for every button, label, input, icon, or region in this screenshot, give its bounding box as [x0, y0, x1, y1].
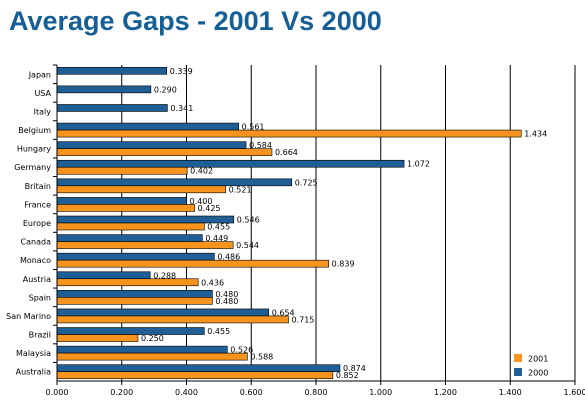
bar-2000-japan — [56, 66, 168, 75]
data-label: 0.288 — [153, 271, 176, 280]
bar-2000-france — [56, 197, 187, 205]
data-label: 0.521 — [229, 185, 252, 194]
bar-2000-britain — [56, 178, 293, 187]
data-label: 1.434 — [524, 130, 547, 139]
bar-2000-usa — [56, 85, 152, 94]
bar-2000-belgium — [56, 122, 239, 131]
bar-2000-spain — [56, 290, 213, 298]
legend: 2001 2000 — [514, 354, 548, 378]
data-label: 0.874 — [343, 364, 366, 373]
data-label: 0.455 — [207, 327, 230, 336]
y-tick-label: Europe — [23, 219, 51, 228]
y-tick-label: Spain — [29, 293, 51, 302]
y-tick-label: Germany — [14, 163, 51, 172]
data-label: 0.546 — [237, 216, 260, 225]
bar-2000-monaco — [56, 252, 215, 261]
data-label: 0.588 — [250, 353, 273, 362]
x-tick-label: 0.400 — [175, 388, 198, 397]
y-tick-label: Austria — [23, 275, 51, 284]
y-tick-label: Malaysia — [16, 349, 51, 358]
data-label: 0.654 — [272, 308, 295, 317]
x-tick-label: 1.600 — [564, 388, 585, 397]
data-label: 0.250 — [141, 334, 164, 343]
bar-2001-brazil — [56, 334, 139, 342]
y-tick-label: Britain — [25, 182, 51, 191]
x-tick-label: 0.600 — [240, 388, 263, 397]
data-label: 0.341 — [170, 104, 193, 113]
data-label: 0.561 — [242, 123, 265, 132]
data-label: 0.455 — [207, 223, 230, 232]
x-tick-label: 1.000 — [369, 388, 392, 397]
y-tick-label: Belgium — [18, 126, 51, 135]
bar-2001-belgium — [56, 129, 522, 138]
bar-marks — [56, 66, 522, 380]
bar-2000-australia — [56, 364, 341, 373]
bar-2001-san-marino — [56, 315, 289, 324]
y-tick-label: Australia — [16, 368, 51, 377]
data-label: 0.486 — [217, 253, 240, 262]
bar-2001-britain — [56, 185, 226, 194]
y-tick-label: Brazil — [29, 331, 51, 340]
data-label: 0.436 — [201, 278, 224, 287]
bar-2001-europe — [56, 222, 205, 231]
legend-label-2001: 2001 — [528, 355, 548, 364]
data-label: 1.072 — [407, 160, 430, 169]
bar-2001-australia — [56, 371, 334, 380]
data-label: 0.290 — [154, 85, 177, 94]
bar-2000-austria — [56, 271, 151, 280]
x-tick-label: 0.200 — [110, 388, 133, 397]
data-label: 0.425 — [198, 204, 221, 213]
y-tick-label: Japan — [28, 70, 51, 79]
data-label: 0.480 — [215, 290, 238, 299]
bar-2001-austria — [56, 278, 199, 287]
bar-2000-germany — [56, 159, 405, 168]
bar-2000-hungary — [56, 141, 247, 149]
bar-2000-italy — [56, 104, 168, 112]
y-tick-label: Canada — [21, 238, 52, 247]
bar-2000-san-marino — [56, 308, 270, 317]
bar-2001-spain — [56, 297, 213, 305]
chart-title: Average Gaps - 2001 Vs 2000 — [9, 6, 382, 36]
tick-labels: 0.000 0.200 0.400 0.600 0.800 1.000 1.200 1.400… — [6, 70, 585, 397]
bar-2001-germany — [56, 166, 188, 175]
y-tick-label: USA — [34, 89, 51, 98]
data-label: 0.544 — [236, 241, 259, 250]
data-label: 0.584 — [249, 141, 272, 150]
x-tick-label: 1.200 — [434, 388, 457, 397]
data-label: 0.449 — [205, 234, 228, 243]
data-label: 0.526 — [230, 346, 253, 355]
x-tick-label: 1.400 — [499, 388, 522, 397]
data-label: 0.664 — [275, 148, 298, 157]
bar-2001-hungary — [56, 148, 273, 156]
bar-2000-malaysia — [56, 345, 228, 354]
x-tick-label: 0.000 — [46, 388, 69, 397]
bar-2001-monaco — [56, 259, 329, 268]
x-tick-label: 0.800 — [305, 388, 328, 397]
data-label: 0.839 — [332, 260, 355, 269]
bar-2000-brazil — [56, 327, 205, 335]
legend-label-2000: 2000 — [528, 369, 548, 378]
data-label: 0.400 — [190, 197, 213, 206]
y-tick-label: San Marino — [6, 312, 51, 321]
bar-2000-canada — [56, 234, 203, 242]
y-tick-label: Italy — [34, 107, 52, 116]
legend-swatch-2000 — [514, 368, 522, 376]
bar-2001-france — [56, 204, 195, 212]
data-label: 0.480 — [215, 297, 238, 306]
data-label: 0.852 — [336, 371, 359, 380]
data-label: 0.339 — [170, 67, 193, 76]
data-label: 0.715 — [291, 315, 314, 324]
data-label: 0.725 — [295, 178, 318, 187]
y-tick-label: France — [24, 200, 51, 209]
y-tick-label: Monaco — [20, 256, 51, 265]
bar-2001-malaysia — [56, 352, 248, 361]
data-label: 0.402 — [190, 167, 213, 176]
axes — [53, 64, 576, 385]
legend-swatch-2001 — [514, 354, 522, 362]
y-tick-label: Hungary — [17, 145, 51, 154]
